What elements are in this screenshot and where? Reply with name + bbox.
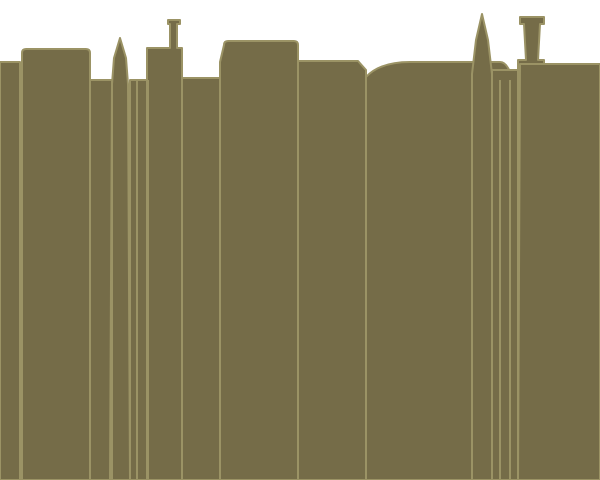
building-left-low	[89, 79, 113, 480]
building-center-right	[297, 60, 367, 480]
building-far-left	[0, 61, 21, 480]
building-right-narrow	[491, 69, 519, 480]
building-narrow-pair	[129, 79, 149, 480]
building-center-tall	[219, 40, 299, 480]
tower-with-antenna	[146, 19, 183, 480]
building-left-tall	[21, 48, 91, 480]
spire-right	[471, 13, 493, 480]
building-far-right	[517, 63, 600, 480]
buildings-layer	[0, 13, 600, 480]
spire-left	[109, 37, 131, 480]
building-mid-low	[181, 77, 221, 480]
